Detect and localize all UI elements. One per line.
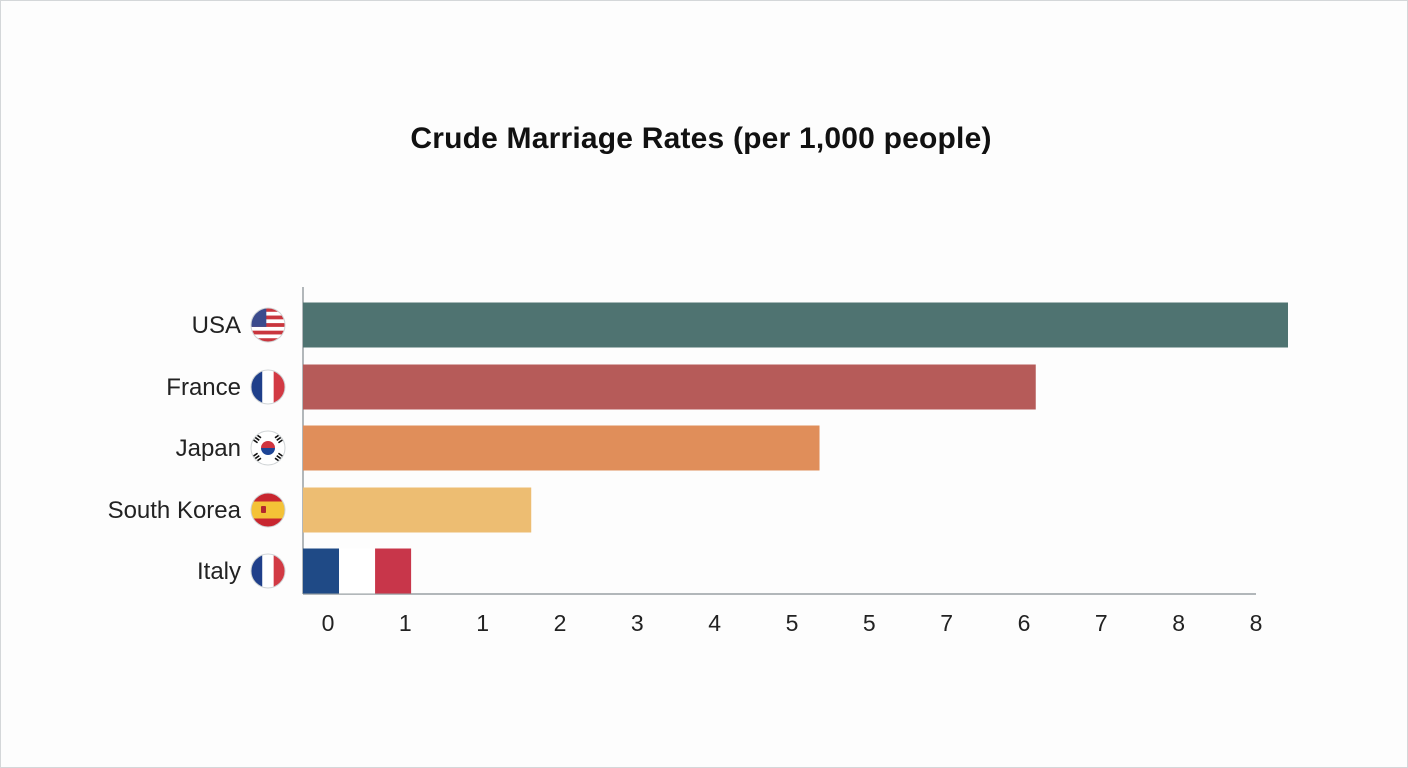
france-flag-icon-border xyxy=(250,369,286,405)
x-tick-label: 5 xyxy=(863,610,876,636)
x-tick-label: 1 xyxy=(476,610,489,636)
bar-france xyxy=(303,364,1036,410)
x-tick-label: 8 xyxy=(1250,610,1263,636)
chart-title: Crude Marriage Rates (per 1,000 people) xyxy=(410,122,992,155)
x-tick-label: 8 xyxy=(1172,610,1185,636)
bar-italy-stripe xyxy=(303,548,340,594)
france-flag-icon-border xyxy=(250,553,286,589)
spain-flag-icon-border xyxy=(250,492,286,528)
bar-usa xyxy=(303,302,1288,348)
x-tick-label: 2 xyxy=(554,610,567,636)
category-label: Japan xyxy=(176,435,241,462)
south-korea-flag-icon xyxy=(251,431,285,465)
x-tick-label: 6 xyxy=(1018,610,1031,636)
france-flag-icon xyxy=(251,554,285,588)
bar-italy-stripe xyxy=(339,548,376,594)
x-tick-label: 4 xyxy=(708,610,721,636)
bar-south-korea xyxy=(303,487,532,533)
bar-italy-stripe xyxy=(375,548,412,594)
category-label: USA xyxy=(192,312,241,339)
category-label: Italy xyxy=(197,558,241,585)
x-tick-label: 7 xyxy=(940,610,953,636)
france-flag-icon xyxy=(251,370,285,404)
us-flag-icon-border xyxy=(250,307,286,343)
x-tick-label: 1 xyxy=(399,610,412,636)
south-korea-flag-icon-border xyxy=(250,430,286,466)
bar-japan xyxy=(303,425,820,471)
x-tick-label: 5 xyxy=(786,610,799,636)
x-tick-label: 3 xyxy=(631,610,644,636)
x-tick-label: 7 xyxy=(1095,610,1108,636)
x-tick-label: 0 xyxy=(322,610,335,636)
spain-flag-icon xyxy=(251,493,285,527)
category-label: South Korea xyxy=(108,497,242,524)
category-label: France xyxy=(166,374,241,401)
